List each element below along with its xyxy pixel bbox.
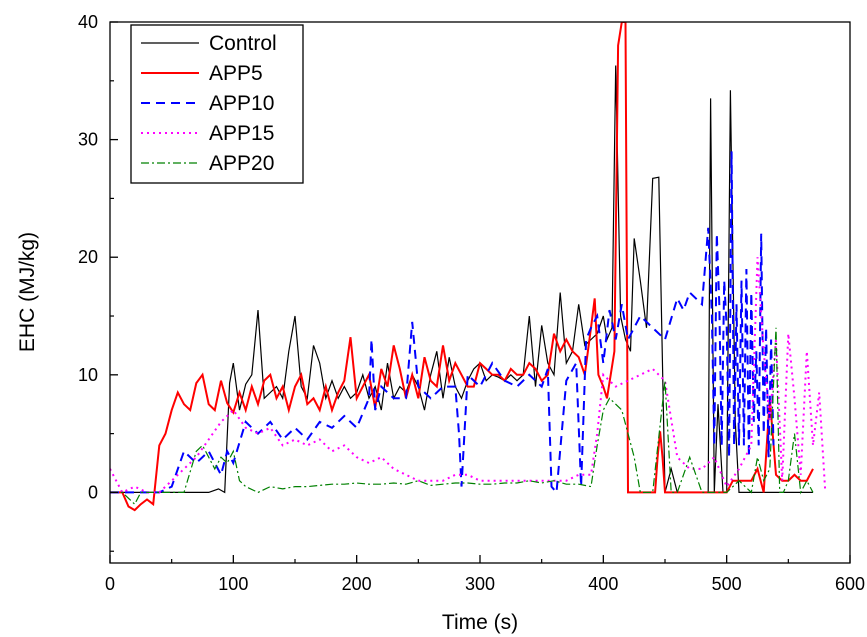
legend-label-control: Control [209,32,277,55]
y-tick-label: 20 [78,247,98,267]
y-tick-label: 30 [78,130,98,150]
legend-label-app5: APP5 [209,62,263,85]
legend-label-app20: APP20 [209,152,274,175]
y-tick-label: 40 [78,12,98,32]
series-layer [110,22,827,512]
series-line-app15 [110,257,827,494]
series-line-app20 [110,327,814,506]
legend-label-app15: APP15 [209,122,274,145]
series-line-app5 [110,22,814,512]
x-tick-label: 0 [105,574,115,594]
x-tick-label: 300 [465,574,495,594]
y-axis-title: EHC (MJ/kg) [16,232,39,352]
x-tick-label: 600 [835,574,865,594]
ticks-layer: 0 100 200 300 400 500 600 0 10 20 30 40 [78,12,865,594]
legend: Control APP5 APP10 APP15 APP20 [130,24,304,184]
x-tick-label: 100 [218,574,248,594]
x-tick-label: 200 [342,574,372,594]
y-tick-label: 0 [88,482,98,502]
x-tick-label: 500 [712,574,742,594]
x-tick-label: 400 [588,574,618,594]
legend-label-app10: APP10 [209,92,274,115]
series-line-control [110,65,813,494]
x-axis-title: Time (s) [442,611,518,634]
series-line-app10 [110,151,775,495]
y-tick-label: 10 [78,365,98,385]
